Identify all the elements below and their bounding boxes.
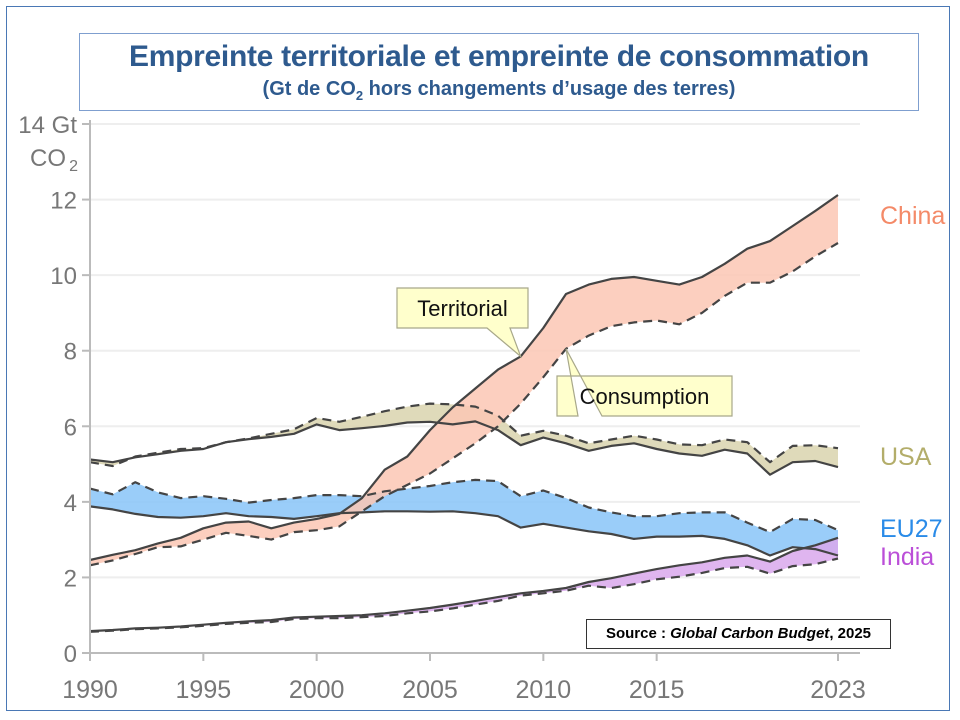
series-label-india: India bbox=[880, 543, 934, 571]
y-tick-label: 6 bbox=[64, 414, 77, 441]
line-consumption-china bbox=[89, 242, 839, 567]
x-tick-label: 2015 bbox=[629, 676, 685, 704]
y-axis-label-top: 14 Gt bbox=[18, 112, 77, 139]
axes bbox=[82, 120, 860, 661]
source-italic: Global Carbon Budget bbox=[670, 625, 830, 642]
y-tick-label: 0 bbox=[64, 641, 77, 668]
x-tick-label: 2023 bbox=[810, 676, 866, 704]
line-consumption-india bbox=[89, 557, 839, 633]
subtitle-subscript: 2 bbox=[355, 88, 364, 103]
line-consumption-usa bbox=[89, 402, 839, 468]
series-labels: USA EU27 China India bbox=[880, 202, 945, 571]
callout-consumption: Consumption bbox=[556, 348, 733, 417]
callout-territorial: Territorial bbox=[396, 287, 529, 359]
y-tick-label: 2 bbox=[64, 565, 77, 592]
y-tick-label: 8 bbox=[64, 339, 77, 366]
line-territorial-eu27 bbox=[89, 505, 839, 557]
x-tick-label: 1990 bbox=[62, 676, 118, 704]
callout-consumption-text: Consumption bbox=[580, 384, 710, 409]
y-axis-label-bottom: CO bbox=[30, 145, 66, 172]
x-tick-label: 2005 bbox=[402, 676, 458, 704]
series-label-eu27: EU27 bbox=[880, 515, 943, 543]
title-box: Empreinte territoriale et empreinte de c… bbox=[79, 33, 919, 111]
y-tick-label: 12 bbox=[50, 188, 77, 215]
y-tick-label: 4 bbox=[64, 490, 77, 517]
callouts: Territorial Consumption bbox=[396, 287, 733, 417]
area-india bbox=[90, 537, 838, 632]
x-tick-label: 2010 bbox=[516, 676, 572, 704]
x-tick-label: 1995 bbox=[176, 676, 232, 704]
slide-frame bbox=[6, 6, 950, 711]
callout-territorial-box bbox=[396, 287, 529, 359]
source-prefix: Source : bbox=[605, 625, 671, 642]
callout-consumption-box bbox=[556, 348, 733, 417]
chart-subtitle: (Gt de CO2 hors changements d’usage des … bbox=[80, 78, 918, 103]
y-axis-label-sub: 2 bbox=[69, 158, 78, 175]
callout-territorial-text: Territorial bbox=[417, 296, 507, 321]
area-china bbox=[90, 195, 838, 566]
subtitle-suffix: hors changements d’usage des terres) bbox=[363, 78, 736, 100]
y-tick-label: 10 bbox=[50, 263, 77, 290]
series-lines bbox=[89, 194, 839, 633]
line-territorial-china bbox=[89, 194, 839, 562]
source-suffix: , 2025 bbox=[829, 625, 872, 642]
subtitle-prefix: (Gt de CO bbox=[262, 78, 356, 100]
series-label-china: China bbox=[880, 202, 945, 230]
chart-title: Empreinte territoriale et empreinte de c… bbox=[129, 40, 869, 73]
area-eu27 bbox=[90, 479, 838, 556]
line-territorial-india bbox=[89, 536, 839, 633]
x-tick-label: 2000 bbox=[289, 676, 345, 704]
series-label-usa: USA bbox=[880, 443, 932, 471]
line-consumption-eu27 bbox=[89, 478, 839, 534]
source-note: Source : Global Carbon Budget, 2025 bbox=[586, 619, 891, 649]
